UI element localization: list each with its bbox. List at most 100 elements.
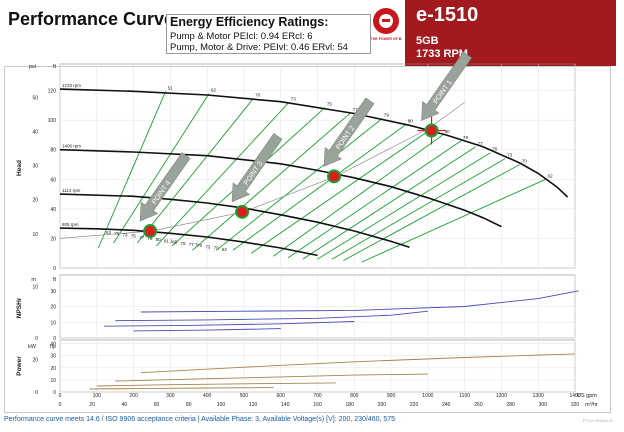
- head-tick-ft: 60: [50, 177, 56, 183]
- x-tick-label: 400: [203, 393, 212, 399]
- head-tick-ft: 20: [50, 236, 56, 242]
- power-axis-label: Power: [16, 356, 23, 376]
- head-tick-psi: 50: [32, 95, 38, 101]
- x-tick-label: 200: [129, 393, 138, 399]
- x-tick-label: 800: [350, 393, 359, 399]
- power-curve: [89, 387, 274, 390]
- x-tick-label-alt: 300: [539, 402, 548, 408]
- efficiency-label-top: 70: [522, 159, 528, 164]
- impeller-curve: [59, 88, 569, 198]
- efficiency-line: [343, 164, 521, 261]
- efficiency-line: [302, 146, 476, 260]
- efficiency-line: [136, 98, 254, 244]
- efficiency-label-bottom: 77.7: [189, 242, 198, 247]
- efficiency-label-top: 70: [255, 93, 261, 98]
- x-tick-label: 300: [166, 393, 175, 399]
- x-unit-label: US gpm: [577, 393, 597, 399]
- efficiency-label-top: 73: [507, 153, 513, 158]
- chart-frame: [4, 66, 611, 413]
- npshr-unit-left: m: [31, 277, 36, 283]
- efficiency-label-bottom: 75: [131, 234, 137, 239]
- x-tick-label-alt: 180: [346, 402, 355, 408]
- npshr-tick-ft: 10: [50, 320, 56, 326]
- point-callout-arrow: [139, 152, 191, 222]
- head-tick-ft: 40: [50, 207, 56, 213]
- efficiency-label-bottom: 79: [180, 241, 186, 246]
- point-callout-arrow: [231, 133, 283, 203]
- x-unit-label-alt: m³/hr: [585, 402, 598, 408]
- impeller-label: 1733 rpm: [62, 83, 81, 88]
- power-tick-hp: 0: [53, 390, 56, 396]
- x-tick-label-alt: 60: [154, 402, 160, 408]
- impeller-curve: [59, 227, 318, 257]
- npshr-curve: [115, 310, 428, 322]
- pump-size: 5GB: [416, 35, 439, 47]
- efficiency-line: [331, 158, 506, 260]
- efficiency-label-bottom: 80: [172, 240, 178, 245]
- efficiency-line: [232, 124, 407, 251]
- point-callout: POINT 2: [323, 97, 375, 167]
- efficiency-label-bottom: 70: [214, 246, 220, 251]
- efficiency-label-top: 77: [478, 141, 484, 146]
- efficiency-label-top: 80: [408, 119, 414, 124]
- efficiency-label-top: 79: [463, 135, 469, 140]
- efficiency-label-bottom: 63: [106, 230, 112, 235]
- head-tick-ft: 80: [50, 148, 56, 154]
- npshr-curve: [133, 328, 281, 332]
- npshr-unit-right: ft: [53, 277, 57, 283]
- efficiency-box: [166, 14, 371, 54]
- x-tick-label-alt: 200: [378, 402, 387, 408]
- efficiency-label-bottom: 73: [123, 232, 129, 237]
- x-tick-label: 600: [277, 393, 286, 399]
- efficiency-label-top: 75: [327, 102, 333, 107]
- brand-logo-bar: [382, 19, 390, 22]
- x-tick-label-alt: 40: [122, 402, 128, 408]
- efficiency-line: [287, 140, 462, 259]
- footer-note: Performance curve meets 14.6 / ISO 9906 …: [4, 416, 396, 423]
- x-tick-label-alt: 100: [217, 402, 226, 408]
- operating-point-marker: [143, 224, 158, 239]
- x-tick-label-alt: 20: [89, 402, 95, 408]
- point-callout: POINT 1: [421, 51, 472, 121]
- page-title: Performance Curve: [8, 9, 175, 29]
- x-tick-label: 1100: [459, 393, 470, 399]
- efficiency-line: [97, 91, 167, 249]
- x-tick-label-alt: 80: [186, 402, 192, 408]
- x-tick-label-alt: 280: [506, 402, 515, 408]
- power-tick-hp: 20: [50, 366, 56, 372]
- head-tick-psi: 10: [32, 232, 38, 238]
- efficiency-label-bottom: 80: [156, 237, 162, 242]
- efficiency-label-bottom: 62: [222, 247, 228, 252]
- power-tick-hp: 10: [50, 378, 56, 384]
- pump-rpm: 1733 RPM: [416, 48, 468, 60]
- brand-logo-text: THE POWER OF B: [370, 37, 402, 41]
- efficiency-label-top: 51: [168, 85, 174, 90]
- efficiency-label-top: 79: [384, 113, 390, 118]
- x-tick-label: 100: [93, 393, 102, 399]
- npshr-tick-ft: 0: [53, 336, 56, 342]
- efficiency-line-1: Pump & Motor PEIcl: 0.94 ERcl: 6: [170, 31, 313, 42]
- x-tick-label: 1400: [569, 393, 580, 399]
- efficiency-line: [156, 102, 290, 247]
- impeller-label: 805 rpm: [62, 222, 79, 227]
- head-tick-ft: 100: [48, 118, 57, 124]
- x-tick-label-alt: 260: [474, 402, 483, 408]
- npshr-tick-ft: 30: [50, 289, 56, 295]
- power-curve: [115, 373, 428, 382]
- efficiency-label-bottom: 75: [197, 243, 203, 248]
- x-tick-label-alt: 160: [313, 402, 322, 408]
- efficiency-label-bottom: 77: [139, 235, 145, 240]
- impeller-label: 1406 rpm: [62, 144, 81, 149]
- x-tick-label: 900: [387, 393, 396, 399]
- head-tick-ft: 0: [53, 266, 56, 272]
- efficiency-line-2: Pump, Motor & Drive: PEIvl: 0.46 ERvl: 5…: [170, 42, 348, 53]
- footer-code: PC15-Y03401-H: [583, 418, 613, 423]
- efficiency-label-top: 77: [353, 107, 359, 112]
- efficiency-label-top: 73: [291, 96, 297, 101]
- operating-point-marker: [424, 123, 439, 138]
- x-tick-label: 1200: [496, 393, 507, 399]
- efficiency-line: [317, 152, 491, 260]
- x-tick-label: 1000: [422, 393, 433, 399]
- system-curve: [59, 102, 465, 239]
- npshr-tick-m: 10: [32, 284, 38, 290]
